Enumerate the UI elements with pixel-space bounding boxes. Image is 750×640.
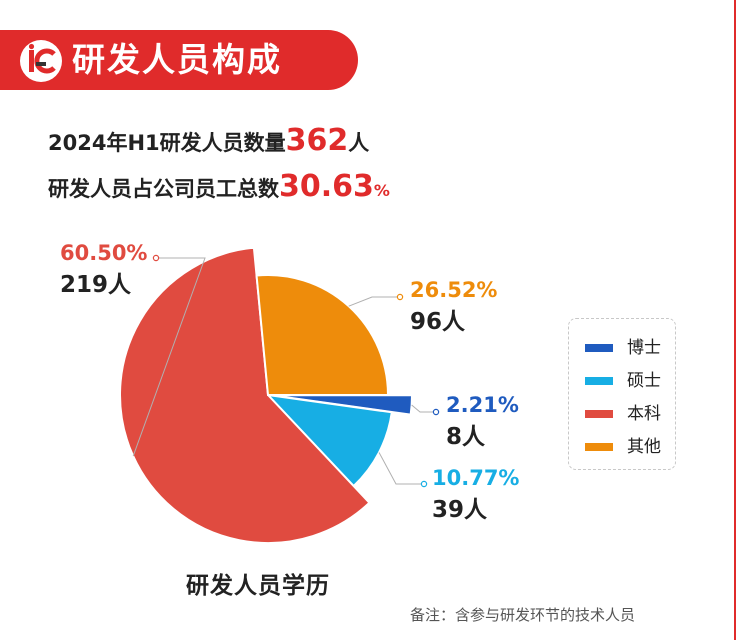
legend-label-phd: 博士 [627, 338, 661, 358]
page-title: 研发人员构成 [72, 40, 282, 79]
leader-line-master [378, 452, 424, 485]
legend-swatch-bachelor [585, 410, 613, 418]
pie-slice-other [255, 274, 390, 396]
data-label-count-other: 96人 [410, 309, 466, 335]
legend-label-master: 硕士 [627, 371, 661, 391]
stat-headcount-unit: 人 [348, 131, 370, 155]
stat-ratio-label: 研发人员占公司员工总数 [48, 177, 279, 201]
stat-ratio-value: 30.63 [279, 169, 374, 204]
data-label-count-bachelor: 219人 [60, 272, 132, 298]
legend-swatch-phd [585, 344, 613, 352]
data-label-percent-master: 10.77% [432, 466, 519, 490]
stat-headcount-value: 362 [285, 123, 349, 158]
stat-ratio-unit: % [373, 181, 390, 200]
footnote: 备注：含参与研发环节的技术人员 [410, 606, 636, 624]
leader-line-phd [411, 404, 436, 413]
stat-ratio: 研发人员占公司员工总数30.63% [48, 170, 390, 208]
data-label-count-master: 39人 [432, 497, 488, 523]
data-label-count-phd: 8人 [446, 424, 486, 450]
data-label-percent-phd: 2.21% [446, 393, 519, 417]
leader-dot-bachelor [152, 254, 160, 262]
leader-line-bachelor [132, 257, 206, 457]
legend-label-other: 其他 [627, 437, 661, 457]
legend-swatch-other [585, 443, 613, 451]
stat-headcount: 2024年H1研发人员数量362人 [48, 124, 369, 160]
leader-dot-phd [432, 408, 440, 416]
data-label-percent-other: 26.52% [410, 278, 497, 302]
stat-headcount-label: 2024年H1研发人员数量 [48, 131, 286, 155]
data-label-percent-bachelor: 60.50% [60, 241, 147, 265]
leader-dot-master [420, 480, 428, 488]
right-edge-line [734, 0, 736, 640]
leader-line-other [348, 296, 400, 307]
rd-logo-icon [20, 40, 62, 82]
chart-legend: 博士 硕士 本科 其他 [568, 318, 676, 470]
legend-label-bachelor: 本科 [627, 404, 661, 424]
leader-dot-other [396, 293, 404, 301]
legend-swatch-master [585, 377, 613, 385]
chart-title: 研发人员学历 [186, 573, 330, 599]
